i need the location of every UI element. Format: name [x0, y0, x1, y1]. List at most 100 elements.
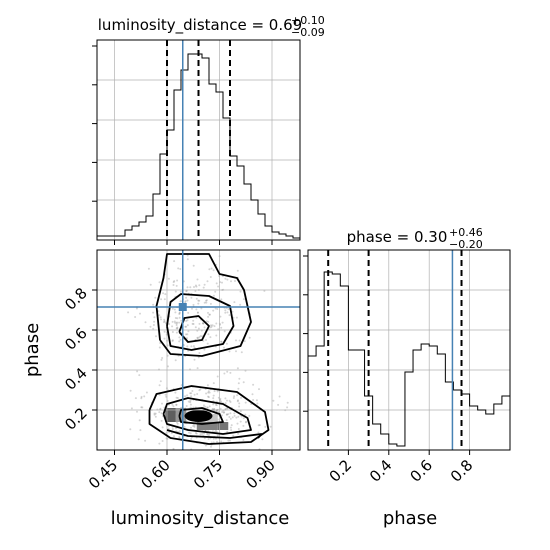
scatter-point	[183, 426, 186, 428]
scatter-point	[198, 299, 201, 302]
scatter-point	[236, 400, 239, 403]
scatter-point	[205, 339, 207, 341]
scatter-point	[209, 302, 212, 305]
scatter-point	[179, 290, 182, 293]
scatter-point	[221, 321, 224, 324]
scatter-point	[176, 397, 179, 399]
scatter-point	[226, 407, 229, 410]
scatter-point	[190, 345, 193, 348]
ld-hist-title-sup: +0.10	[291, 14, 325, 27]
scatter-point	[203, 283, 206, 286]
scatter-point	[129, 428, 132, 431]
scatter-point	[214, 290, 217, 293]
scatter-point	[175, 331, 178, 334]
scatter-point	[226, 278, 229, 281]
phase-hist-title-sub: −0.20	[449, 238, 483, 251]
scatter-point	[215, 334, 218, 337]
density-cell-3	[175, 408, 187, 422]
scatter-point	[208, 433, 211, 436]
scatter-point	[210, 267, 213, 270]
scatter-point	[207, 390, 210, 393]
scatter-point	[213, 408, 216, 411]
scatter-point	[161, 402, 163, 405]
scatter-point	[198, 389, 201, 392]
contour-xtick-label-2: 0.75	[190, 456, 226, 492]
scatter-point	[208, 313, 211, 316]
scatter-point	[167, 277, 170, 280]
scatter-point	[184, 300, 187, 303]
scatter-point	[136, 370, 139, 373]
scatter-point	[130, 407, 133, 410]
panel-contour: 0.45 0.60 0.75 0.90 0.2 0.4 0.6 0.8 luminosity_…	[22, 249, 301, 529]
scatter-point	[149, 325, 152, 328]
scatter-point	[207, 438, 210, 440]
scatter-point	[205, 299, 207, 302]
scatter-point	[220, 400, 223, 403]
scatter-point	[172, 284, 175, 286]
scatter-point	[223, 330, 226, 333]
scatter-point	[212, 309, 215, 312]
scatter-point	[204, 405, 207, 408]
scatter-point	[209, 326, 212, 329]
scatter-point	[219, 407, 222, 410]
scatter-point	[147, 267, 150, 270]
contour-xtick-label-3: 0.90	[242, 456, 278, 492]
scatter-point	[153, 413, 156, 416]
scatter-point	[185, 405, 188, 407]
scatter-point	[242, 298, 245, 301]
scatter-point	[178, 311, 181, 314]
scatter-point	[237, 432, 240, 435]
scatter-point	[278, 395, 281, 398]
scatter-point	[178, 336, 181, 339]
scatter-point	[229, 439, 232, 442]
scatter-point	[153, 320, 156, 323]
scatter-point	[250, 460, 252, 462]
scatter-point	[228, 314, 231, 317]
ld-hist-title: luminosity_distance = 0.69	[98, 16, 302, 35]
scatter-point	[206, 384, 209, 387]
scatter-point	[225, 342, 228, 345]
scatter-point	[191, 307, 193, 310]
density-cell-2	[207, 414, 218, 422]
scatter-point	[171, 403, 174, 406]
scatter-point	[152, 303, 155, 306]
scatter-point	[184, 325, 187, 328]
scatter-point	[237, 428, 240, 430]
scatter-point	[154, 412, 157, 415]
scatter-point	[138, 374, 141, 377]
scatter-point	[212, 394, 215, 397]
scatter-point	[159, 380, 162, 383]
scatter-point	[212, 269, 215, 272]
scatter-point	[207, 320, 210, 323]
scatter-point	[226, 399, 228, 402]
scatter-point	[140, 397, 143, 400]
scatter-point	[175, 327, 178, 330]
scatter-point	[193, 451, 195, 453]
scatter-point	[214, 429, 217, 432]
scatter-point	[224, 408, 227, 410]
scatter-point	[203, 437, 206, 440]
scatter-point	[175, 403, 178, 406]
scatter-point	[127, 311, 130, 314]
scatter-point	[216, 375, 219, 378]
scatter-point	[152, 327, 155, 330]
scatter-point	[203, 301, 206, 304]
scatter-point	[199, 388, 202, 391]
scatter-point	[189, 392, 192, 395]
scatter-point	[206, 280, 209, 283]
scatter-point	[176, 327, 179, 330]
scatter-point	[272, 399, 275, 402]
scatter-point	[186, 254, 189, 257]
contour-upper-outer	[155, 253, 252, 357]
phase-hist-steps	[307, 271, 511, 450]
scatter-point	[190, 296, 193, 299]
scatter-point	[159, 407, 162, 410]
scatter-point	[185, 320, 188, 322]
scatter-point	[160, 419, 163, 422]
scatter-point	[187, 400, 190, 403]
scatter-point	[242, 381, 245, 384]
phase-xtick-label-2: 0.6	[406, 456, 436, 486]
scatter-point	[134, 397, 137, 400]
scatter-point	[235, 339, 237, 342]
